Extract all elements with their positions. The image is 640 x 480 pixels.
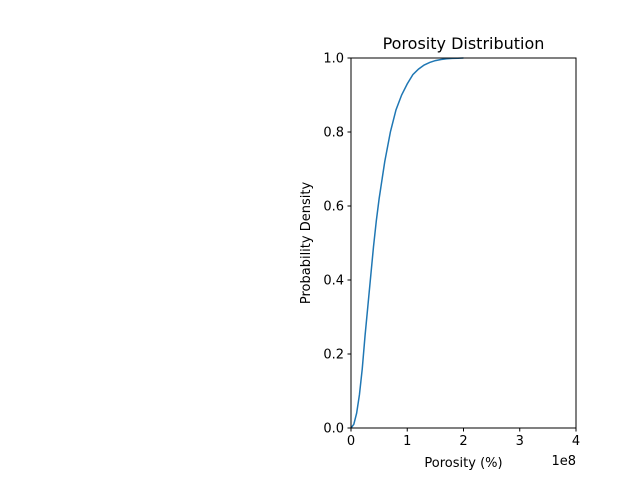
y-tick-label: 1.0 [323, 52, 344, 67]
chart-title: Porosity Distribution [383, 34, 545, 53]
y-tick-label: 0.4 [323, 274, 344, 289]
y-tick-label: 0.0 [323, 422, 344, 437]
x-axis-label: Porosity (%) [424, 456, 502, 471]
x-tick-label: 3 [516, 434, 524, 449]
x-tick-label: 1 [403, 434, 411, 449]
x-tick-label: 0 [347, 434, 355, 449]
y-tick-label: 0.2 [323, 348, 344, 363]
y-axis-ticks: 0.0 0.2 0.4 0.6 0.8 1.0 [323, 52, 351, 437]
y-tick-label: 0.6 [323, 200, 344, 215]
x-axis-offset-label: 1e8 [551, 454, 576, 469]
x-tick-label: 4 [572, 434, 580, 449]
x-tick-label: 2 [459, 434, 467, 449]
x-axis-ticks: 0 1 2 3 4 [347, 428, 580, 449]
series-line [350, 57, 464, 429]
y-tick-label: 0.8 [323, 126, 344, 141]
plot-frame [350, 57, 577, 429]
y-axis-label: Probability Density [299, 182, 314, 305]
plot-area [351, 58, 576, 428]
